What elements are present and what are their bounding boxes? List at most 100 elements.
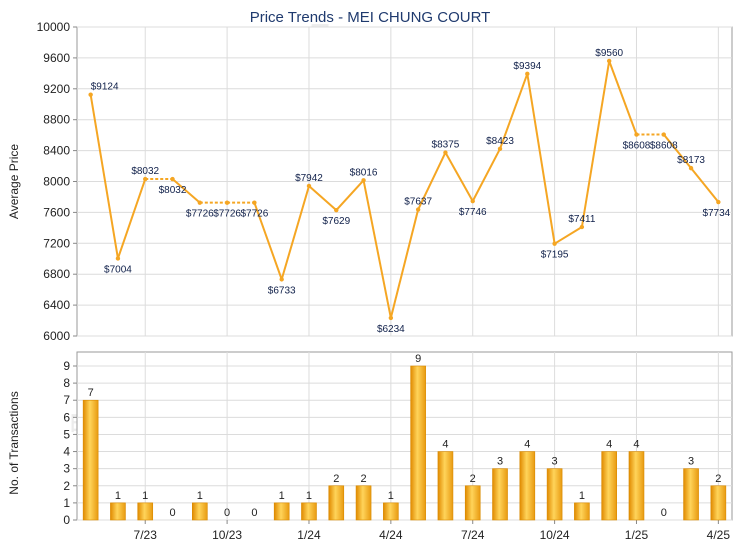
series-segment — [499, 73, 529, 150]
bar — [328, 485, 345, 521]
y-tick-label: 1 — [63, 496, 70, 510]
series-segment — [417, 152, 447, 210]
data-point — [361, 178, 366, 183]
data-label: $8608 — [623, 141, 651, 152]
y-tick-label: 2 — [63, 479, 70, 493]
series-segment — [444, 152, 474, 202]
series-segment — [116, 178, 147, 259]
x-tick-label: 1/25 — [625, 528, 649, 542]
data-point — [334, 207, 339, 213]
bar-value-label: 4 — [633, 439, 639, 451]
data-point — [197, 200, 203, 205]
data-label: $7726 — [213, 209, 241, 220]
data-point — [634, 132, 639, 137]
series-segment — [362, 180, 392, 319]
data-point — [716, 199, 721, 205]
bar-value-label: 0 — [661, 507, 667, 519]
data-point — [470, 198, 475, 204]
y-axis-label: No. of Transactions — [7, 391, 21, 494]
bar — [410, 365, 426, 521]
bar-value-label: 2 — [470, 473, 476, 485]
bar — [546, 468, 563, 521]
bar — [601, 451, 617, 521]
data-label: $9124 — [91, 82, 119, 93]
bar-value-label: 1 — [142, 490, 148, 502]
y-tick-label: 6000 — [43, 329, 70, 343]
y-tick-label: 8000 — [43, 175, 70, 189]
bar — [192, 502, 208, 521]
y-tick-label: 3 — [63, 462, 70, 476]
bar-value-label: 2 — [361, 473, 367, 485]
series-segment — [389, 209, 420, 319]
series-segment — [280, 185, 310, 280]
bar-value-label: 1 — [279, 490, 285, 502]
y-tick-label: 4 — [63, 445, 70, 459]
series-segment — [580, 60, 611, 228]
data-point — [88, 92, 93, 97]
bar-value-label: 0 — [169, 507, 175, 519]
data-point — [306, 183, 312, 189]
bar-value-label: 4 — [606, 439, 612, 451]
data-point — [415, 207, 421, 212]
bar — [628, 451, 645, 521]
x-tick-label: 7/24 — [461, 528, 485, 542]
series-segment — [526, 73, 556, 244]
bar-value-label: 1 — [579, 490, 585, 502]
bar — [383, 502, 399, 521]
bar — [464, 485, 481, 521]
data-label: $7004 — [104, 264, 132, 275]
data-label: $8173 — [677, 155, 705, 166]
bar — [683, 468, 699, 521]
data-label: $7637 — [404, 197, 432, 208]
bar-value-label: 2 — [333, 473, 339, 485]
data-point — [224, 200, 230, 205]
data-point — [143, 176, 148, 182]
series-segment — [554, 226, 583, 245]
data-label: $8032 — [159, 185, 187, 196]
y-tick-label: 9200 — [43, 82, 70, 96]
bar — [82, 399, 99, 521]
data-label: $7726 — [186, 209, 214, 220]
data-label: $8423 — [486, 136, 514, 147]
x-tick-label: 10/24 — [540, 528, 570, 542]
y-tick-label: 6400 — [43, 298, 70, 312]
y-tick-label: 7 — [63, 393, 70, 407]
data-label: $9394 — [513, 61, 541, 72]
bar — [355, 485, 372, 521]
bar-value-label: 0 — [224, 507, 230, 519]
data-label: $8032 — [131, 166, 159, 177]
bar-value-label: 9 — [415, 353, 421, 365]
bar — [437, 451, 454, 521]
y-tick-label: 8 — [63, 376, 70, 390]
y-tick-label: 9 — [63, 359, 70, 373]
bar — [519, 451, 536, 521]
bar-value-label: 3 — [552, 456, 558, 468]
y-tick-label: 5 — [63, 427, 70, 441]
plot-area-bottom — [76, 351, 733, 521]
bar — [273, 502, 290, 521]
bar-value-label: 7 — [88, 387, 94, 399]
data-point — [688, 165, 694, 171]
data-point — [661, 132, 666, 137]
bar-value-label: 4 — [442, 439, 448, 451]
bar-value-label: 1 — [115, 490, 121, 502]
x-tick-label: 7/23 — [134, 528, 158, 542]
bar — [492, 468, 508, 521]
y-tick-label: 6 — [63, 410, 70, 424]
data-label: $7195 — [541, 250, 569, 261]
y-tick-label: 8400 — [43, 144, 70, 158]
data-point — [388, 315, 394, 321]
data-label: $8375 — [432, 140, 460, 151]
data-label: $9560 — [595, 48, 623, 59]
y-tick-label: 7200 — [43, 236, 70, 250]
series-segment — [171, 178, 201, 204]
x-tick-label: 4/25 — [707, 528, 731, 542]
y-tick-label: 7600 — [43, 205, 70, 219]
series-segment — [253, 202, 283, 280]
bar-value-label: 2 — [715, 473, 721, 485]
bar — [710, 485, 727, 521]
data-point — [552, 241, 557, 246]
x-tick-label: 4/24 — [379, 528, 403, 542]
chart-title: Price Trends - MEI CHUNG COURT — [250, 9, 491, 26]
